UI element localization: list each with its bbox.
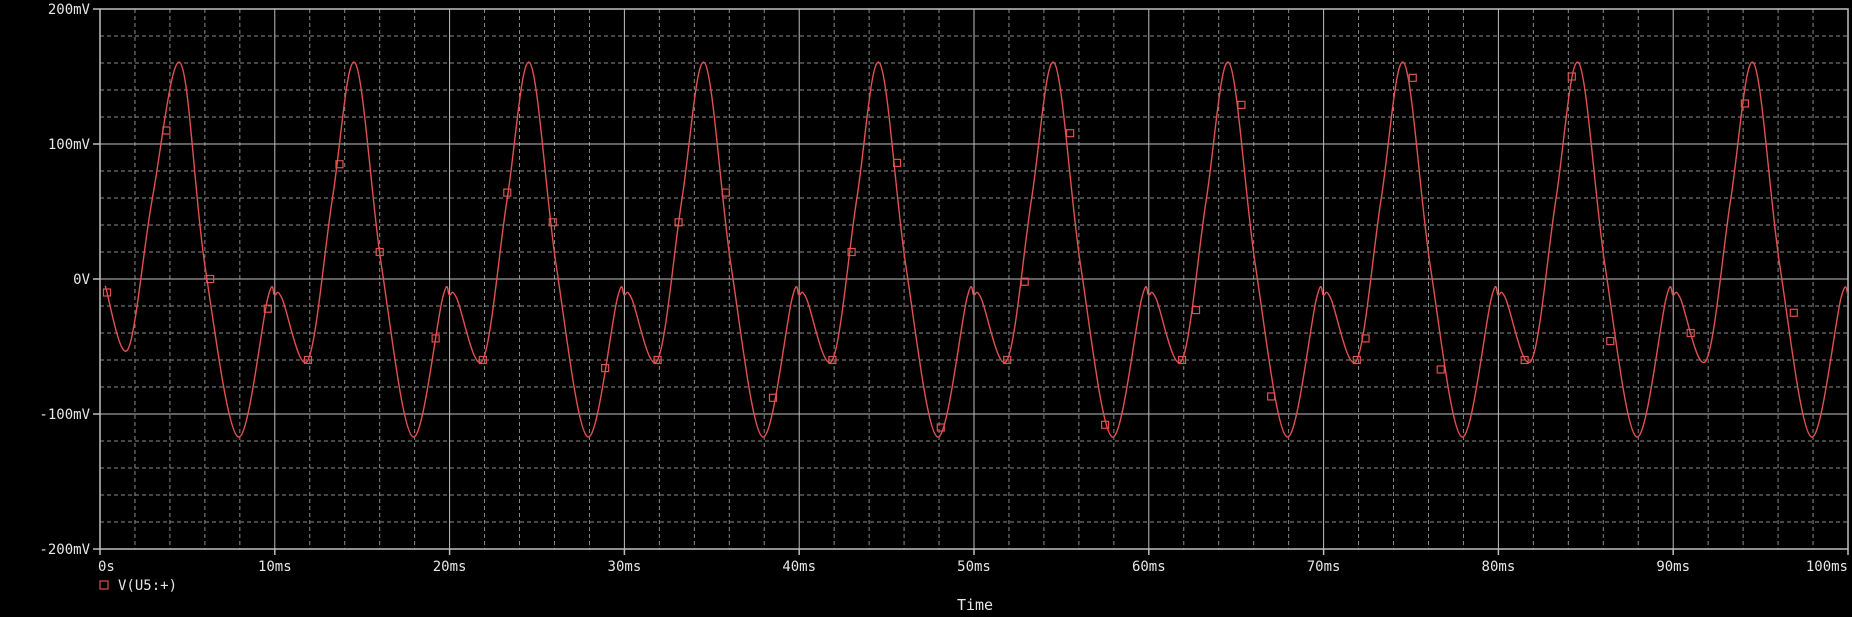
data-marker (1100, 420, 1110, 429)
x-tick-label: 0s (98, 559, 115, 575)
x-tick-label: 80ms (1482, 559, 1516, 575)
data-marker (1520, 355, 1529, 365)
y-tick-label: 100mV (48, 137, 91, 153)
data-marker (1567, 72, 1576, 81)
data-marker (1020, 277, 1029, 286)
data-marker (1606, 337, 1615, 346)
data-marker (1177, 355, 1187, 365)
data-marker (1361, 334, 1370, 343)
data-marker (601, 364, 610, 373)
legend-marker (99, 580, 109, 590)
legend: V(U5:+) (99, 578, 177, 594)
x-tick-label: 20ms (433, 559, 467, 575)
y-tick-label: 200mV (48, 2, 91, 18)
x-tick-label: 10ms (258, 559, 292, 575)
data-marker (303, 355, 313, 365)
data-marker (847, 247, 856, 257)
data-marker (1237, 100, 1246, 109)
grid (100, 9, 1848, 549)
y-tick-label: -200mV (39, 542, 90, 558)
y-tick-label: -100mV (39, 407, 90, 423)
x-tick-label: 70ms (1307, 559, 1341, 575)
data-marker (548, 218, 557, 227)
data-marker (263, 304, 272, 313)
data-marker (768, 393, 778, 402)
legend-label: V(U5:+) (118, 578, 177, 594)
data-marker (1740, 99, 1749, 108)
data-marker (1267, 392, 1276, 401)
y-tick-label: 0V (73, 272, 90, 288)
data-marker (828, 355, 837, 365)
data-marker (1352, 355, 1361, 365)
data-marker (1066, 129, 1075, 138)
data-marker (936, 423, 945, 432)
x-tick-label: 60ms (1132, 559, 1166, 575)
x-axis-label: Time (957, 596, 993, 614)
x-axis-ticks: 0s 10ms 20ms 30ms 40ms 50ms 60ms 70ms 80ms 90ms 10… (98, 549, 1849, 575)
x-tick-label: 30ms (608, 559, 642, 575)
data-marker (674, 218, 683, 227)
data-marker (335, 160, 344, 169)
series-line (104, 61, 1849, 438)
data-marker (892, 158, 902, 167)
data-marker (1789, 308, 1798, 317)
data-marker (375, 247, 384, 257)
data-marker (162, 126, 171, 135)
data-marker (431, 334, 440, 343)
data-marker (102, 288, 112, 297)
x-tick-label: 90ms (1656, 559, 1690, 575)
x-tick-label: 40ms (782, 559, 816, 575)
data-marker (478, 355, 487, 365)
data-marker (1408, 73, 1417, 82)
data-marker (1003, 355, 1012, 365)
x-tick-label: 100ms (1806, 559, 1848, 575)
data-marker (1436, 365, 1445, 374)
y-axis-ticks: 200mV 100mV 0V -100mV -200mV (39, 2, 100, 558)
x-tick-label: 50ms (957, 559, 991, 575)
data-marker (721, 188, 730, 197)
data-marker (1686, 328, 1695, 338)
data-marker (206, 274, 215, 284)
series-area (102, 61, 1849, 438)
data-marker (503, 188, 512, 197)
data-marker (1191, 305, 1201, 315)
data-marker (653, 355, 662, 365)
